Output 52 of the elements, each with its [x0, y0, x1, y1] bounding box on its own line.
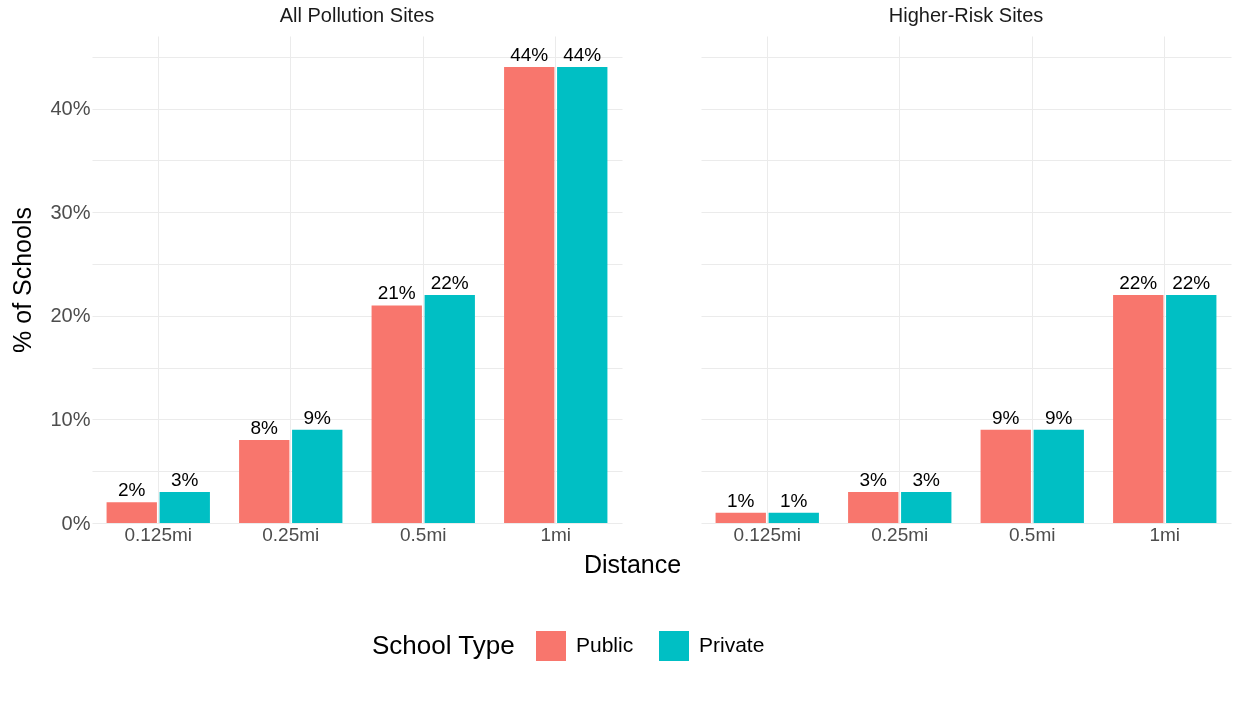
bar: [715, 512, 766, 523]
data-label: 8%: [250, 417, 279, 439]
data-label: 1%: [780, 489, 808, 511]
x-axis-title: Distance: [583, 549, 682, 578]
x-tick-label: 0.25mi: [262, 523, 320, 545]
data-label: 3%: [859, 468, 888, 490]
bar: [159, 491, 210, 523]
x-tick-label: 0.125mi: [124, 523, 193, 545]
bar: [901, 491, 952, 523]
bar: [980, 429, 1031, 523]
bar: [504, 67, 555, 523]
data-label: 22%: [1119, 272, 1158, 294]
bar: [768, 512, 819, 523]
y-axis-title: % of Schools: [8, 207, 37, 353]
data-label: 44%: [510, 44, 549, 66]
bar: [1033, 429, 1084, 523]
bar: [557, 67, 608, 523]
x-tick-label: 0.125mi: [733, 523, 802, 545]
data-label: 44%: [563, 44, 602, 66]
x-tick-label: 0.5mi: [400, 523, 447, 545]
chart-title: All Pollution Sites: [279, 4, 435, 26]
y-tick-label: 40%: [50, 97, 91, 120]
data-label: 21%: [377, 282, 416, 304]
data-label: 9%: [992, 406, 1020, 428]
x-tick-label: 0.25mi: [871, 523, 929, 545]
x-tick-label: 1mi: [540, 523, 572, 545]
y-tick-label: 30%: [50, 200, 91, 223]
x-tick-label: 1mi: [1149, 523, 1181, 545]
data-label: 9%: [303, 406, 332, 428]
data-label: 22%: [1172, 272, 1211, 294]
bar: [1166, 295, 1217, 523]
y-tick-label: 0%: [61, 511, 91, 534]
legend-label: Public: [576, 633, 634, 656]
legend-title: School Type: [372, 630, 515, 660]
bar: [848, 491, 899, 523]
bar: [371, 305, 422, 523]
bar: [239, 440, 290, 523]
data-label: 9%: [1045, 406, 1073, 428]
bar: [292, 429, 343, 523]
bar: [106, 502, 157, 523]
y-tick-label: 20%: [50, 304, 91, 327]
data-label: 1%: [727, 489, 755, 511]
data-label: 3%: [912, 468, 941, 490]
data-label: 3%: [171, 468, 199, 490]
chart-title: Higher-Risk Sites: [888, 4, 1044, 26]
legend-label: Private: [699, 633, 765, 656]
bar: [1113, 295, 1164, 523]
data-label: 22%: [430, 272, 469, 294]
data-label: 2%: [118, 479, 146, 501]
bar: [424, 295, 475, 523]
x-tick-label: 0.5mi: [1009, 523, 1056, 545]
y-tick-label: 10%: [50, 407, 91, 430]
